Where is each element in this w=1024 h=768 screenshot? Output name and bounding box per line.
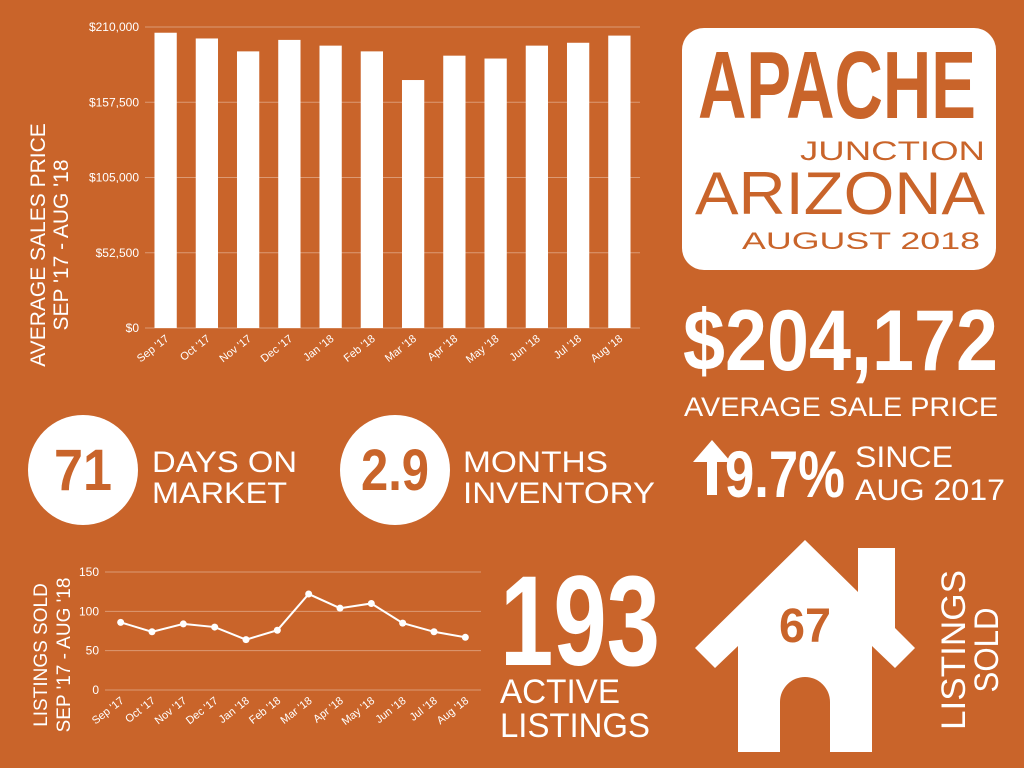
change-value: 9.7% (725, 437, 845, 511)
days-label: DAYS ON (152, 446, 297, 479)
listings-sold-label: SOLD (968, 608, 1006, 693)
bar (566, 42, 590, 329)
y-tick-label: $157,500 (89, 95, 139, 109)
bar (443, 55, 466, 329)
marker (336, 604, 344, 612)
bar (278, 39, 301, 329)
header-state: ARIZONA (695, 160, 985, 227)
marker (399, 619, 407, 627)
days-value: 71 (54, 438, 112, 503)
marker (211, 623, 219, 631)
header-box (682, 28, 996, 270)
bar (401, 80, 425, 329)
days-circle (28, 415, 138, 525)
header-title: APACHE (698, 32, 976, 139)
up-arrow (693, 440, 731, 495)
y-tick-label: $0 (126, 321, 140, 335)
house-icon (695, 540, 915, 752)
listings-sold-label: LISTINGS (935, 570, 973, 730)
header-date: AUGUST 2018 (742, 228, 980, 255)
active-listings-value: 193 (500, 550, 660, 693)
bar (525, 45, 549, 329)
y-tick-label: 150 (79, 565, 99, 579)
active-listings-label: LISTINGS (500, 707, 650, 745)
marker (367, 599, 375, 607)
y-tick-label: $105,000 (89, 171, 139, 185)
inventory-circle (340, 415, 450, 525)
marker (179, 620, 187, 628)
line (120, 592, 466, 641)
y-axis-title: LISTINGS SOLD (31, 583, 52, 727)
y-axis-title: SEP '17 - AUG '18 (50, 159, 73, 330)
inventory-label: MONTHS (463, 446, 608, 479)
marker (242, 636, 250, 644)
listings-sold-value: 67 (779, 600, 831, 653)
inventory-value: 2.9 (361, 438, 429, 503)
marker (117, 618, 125, 626)
inventory-label: INVENTORY (463, 477, 655, 510)
y-axis-title: AVERAGE SALES PRICE (27, 123, 50, 367)
marker (305, 590, 313, 598)
days-label: MARKET (152, 477, 287, 510)
marker (430, 628, 438, 636)
marker (148, 628, 156, 636)
y-axis-title: SEP '17 - AUG '18 (54, 578, 75, 733)
y-tick-label: $210,000 (89, 20, 139, 34)
y-tick-label: 100 (79, 604, 99, 618)
change-label: AUG 2017 (855, 474, 1005, 507)
average-price-label: AVERAGE SALE PRICE (684, 392, 998, 422)
bar (319, 45, 342, 329)
y-tick-label: 0 (92, 683, 99, 697)
bar (236, 51, 260, 328)
marker (273, 626, 281, 634)
house-door (780, 677, 830, 752)
bar (154, 32, 177, 328)
y-tick-label: 50 (86, 644, 100, 658)
active-listings-label: ACTIVE (500, 673, 620, 711)
bar (484, 58, 507, 329)
bar (608, 35, 631, 328)
y-tick-label: $52,500 (96, 246, 140, 260)
marker (461, 633, 469, 641)
bar (360, 51, 384, 328)
header-subtitle: JUNCTION (800, 136, 985, 166)
bar (195, 38, 219, 328)
change-label: SINCE (855, 441, 953, 474)
average-price: $204,172 (683, 293, 998, 389)
